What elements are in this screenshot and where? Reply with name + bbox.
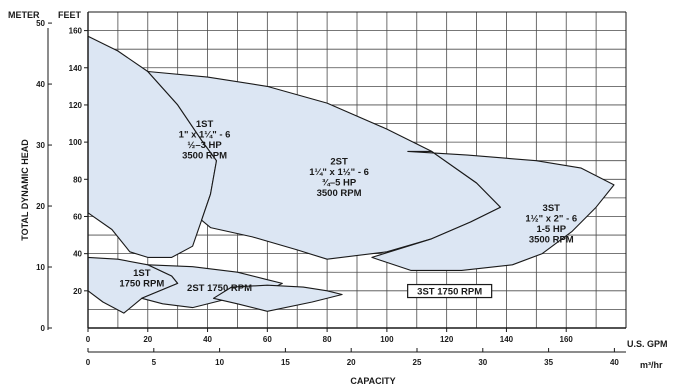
x-tick-label: 120 — [440, 335, 454, 344]
x-tick-label-secondary: 30 — [478, 358, 487, 367]
region-label-line: 1750 RPM — [119, 278, 164, 289]
x-tick-label-secondary: 20 — [347, 358, 356, 367]
region-label-line: 3500 RPM — [317, 188, 362, 199]
y-tick-label: 140 — [69, 64, 83, 73]
y-tick-label: 40 — [73, 250, 82, 259]
region-label-line: 3500 RPM — [182, 151, 227, 162]
region-label-line: 2ST 1750 RPM — [187, 283, 252, 294]
y-tick-label-secondary: 50 — [36, 19, 45, 28]
region-label-line: 1ST — [133, 268, 151, 279]
region-label-6: 3ST 1750 RPM — [407, 283, 493, 299]
y-tick-label-secondary: 40 — [36, 80, 45, 89]
region-label-line: 3500 RPM — [529, 234, 574, 245]
region-label-line: 1¼" x 1½" - 6 — [309, 167, 369, 178]
y-tick-label: 100 — [69, 138, 83, 147]
y-unit-secondary: METER — [8, 10, 40, 20]
x-tick-label-secondary: 35 — [544, 358, 553, 367]
region-label-line: 3ST 1750 RPM — [417, 287, 482, 298]
x-tick-label-secondary: 5 — [152, 358, 157, 367]
region-label-line: 1ST — [196, 119, 214, 130]
region-label-line: 1-5 HP — [536, 224, 566, 235]
y-axis-label: TOTAL DYNAMIC HEAD — [20, 139, 30, 241]
region-3 — [371, 150, 615, 271]
region-label-5: 2ST 1750 RPM — [187, 283, 252, 294]
x-tick-label-secondary: 0 — [86, 358, 91, 367]
y-unit-primary: FEET — [58, 10, 82, 20]
region-label-line: 1" x 1¼" - 6 — [179, 130, 231, 141]
region-label-line: ½–3 HP — [187, 140, 222, 151]
y-tick-label-secondary: 30 — [36, 141, 45, 150]
x-tick-label: 40 — [203, 335, 212, 344]
x-tick-label-secondary: 25 — [413, 358, 422, 367]
x-tick-label: 0 — [86, 335, 91, 344]
y-tick-label: 20 — [73, 287, 82, 296]
y-tick-label-secondary: 20 — [36, 202, 45, 211]
region-label-line: 3ST — [543, 203, 561, 214]
x-tick-label-secondary: 15 — [281, 358, 290, 367]
x-tick-label: 80 — [323, 335, 332, 344]
y-tick-label: 80 — [73, 175, 82, 184]
region-2 — [147, 70, 502, 260]
y-tick-label-secondary: 0 — [41, 324, 46, 333]
y-tick-label: 160 — [69, 27, 83, 36]
x-unit-primary: U.S. GPM — [627, 339, 668, 349]
x-tick-label-secondary: 10 — [215, 358, 224, 367]
x-tick-label: 20 — [143, 335, 152, 344]
y-tick-label: 120 — [69, 101, 83, 110]
y-tick-label-secondary: 10 — [36, 263, 45, 272]
region-6 — [212, 284, 343, 312]
region-label-line: ¾–5 HP — [322, 177, 357, 188]
y-tick-label: 60 — [73, 212, 82, 221]
region-label-line: 1½" x 2" - 6 — [525, 213, 577, 224]
x-axis-label: CAPACITY — [350, 376, 395, 386]
x-tick-label: 140 — [500, 335, 514, 344]
x-unit-secondary: m³/hr — [640, 360, 663, 370]
x-tick-label-secondary: 40 — [610, 358, 619, 367]
x-tick-label: 100 — [380, 335, 394, 344]
x-tick-label: 160 — [560, 335, 574, 344]
region-label-line: 2ST — [330, 156, 348, 167]
x-tick-label: 60 — [263, 335, 272, 344]
region-label-box — [407, 283, 493, 299]
